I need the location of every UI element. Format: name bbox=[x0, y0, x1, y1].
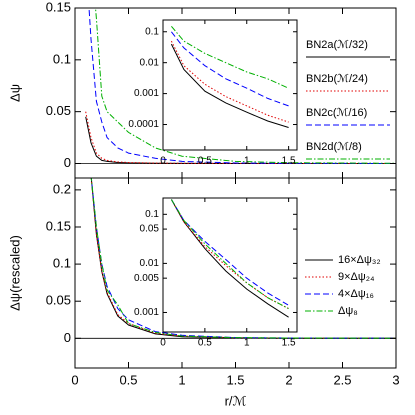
y-tick-label: 0.1 bbox=[145, 26, 159, 37]
series-line bbox=[171, 25, 289, 89]
plot-area bbox=[163, 198, 297, 332]
x-tick-label: 2.5 bbox=[333, 372, 351, 387]
x-tick-label: 1 bbox=[244, 156, 250, 167]
series-group bbox=[170, 199, 289, 318]
frame bbox=[162, 19, 298, 151]
y-axis-label: Δψ bbox=[7, 84, 22, 102]
frame bbox=[162, 197, 298, 333]
y-tick-label: 0.001 bbox=[134, 307, 159, 318]
y-tick-label: 0.001 bbox=[134, 88, 159, 99]
y-tick-label: 0 bbox=[64, 330, 71, 345]
x-tick-label: 1 bbox=[244, 338, 250, 349]
y-tick-label: 0.01 bbox=[140, 258, 160, 269]
series-line bbox=[170, 199, 289, 310]
y-tick-label: 0.2 bbox=[53, 181, 71, 196]
series-group bbox=[85, 8, 396, 164]
x-tick-label: 1.5 bbox=[226, 372, 244, 387]
series-line bbox=[170, 199, 289, 306]
series-line bbox=[88, 8, 396, 164]
y-tick-label: 0.1 bbox=[53, 51, 71, 66]
y-tick-label: 0.1 bbox=[53, 256, 71, 271]
series-group bbox=[170, 25, 289, 128]
x-tick-label: 0 bbox=[160, 156, 166, 167]
legend-label: 16×Δψ₃₂ bbox=[338, 254, 381, 266]
legend-label: BN2a(ℳ/32) bbox=[306, 39, 368, 51]
x-tick-label: 0.5 bbox=[119, 372, 137, 387]
y-tick-label: 0.15 bbox=[46, 218, 71, 233]
x-tick-label: 3 bbox=[392, 372, 399, 387]
y-tick-label: 0.1 bbox=[145, 209, 159, 220]
y-tick-label: 0.005 bbox=[134, 273, 159, 284]
y-tick-label: 0.05 bbox=[46, 293, 71, 308]
series-group bbox=[90, 178, 396, 339]
y-tick-label: 0.15 bbox=[46, 0, 71, 14]
series-line bbox=[170, 199, 289, 310]
series-line bbox=[171, 31, 289, 107]
y-axis-label: Δψ(rescaled) bbox=[7, 235, 22, 311]
legend-label: BN2b(ℳ/24) bbox=[306, 73, 368, 85]
x-tick-label: 0.5 bbox=[198, 156, 212, 167]
x-tick-label: 1.5 bbox=[282, 156, 296, 167]
x-tick-label: 0 bbox=[160, 338, 166, 349]
series-line bbox=[94, 8, 396, 164]
legend-label: BN2d(ℳ/8) bbox=[306, 141, 362, 153]
legend-label: BN2c(ℳ/16) bbox=[306, 107, 367, 119]
y-tick-label: 0.01 bbox=[140, 57, 160, 68]
series-line bbox=[170, 43, 289, 128]
x-tick-label: 0.5 bbox=[198, 338, 212, 349]
legend-label: Δψ₈ bbox=[338, 305, 358, 317]
x-tick-label: 0 bbox=[71, 372, 78, 387]
legend-label: 9×Δψ₂₄ bbox=[338, 271, 375, 283]
x-tick-label: 2 bbox=[285, 372, 292, 387]
plot-area bbox=[163, 20, 297, 150]
y-tick-label: 0 bbox=[64, 155, 71, 170]
x-axis-label: r/ℳ bbox=[225, 393, 247, 408]
series-line bbox=[90, 178, 396, 339]
y-tick-label: 0.05 bbox=[46, 103, 71, 118]
x-tick-label: 1.5 bbox=[282, 338, 296, 349]
y-tick-label: 0.0001 bbox=[128, 119, 159, 130]
x-tick-label: 1 bbox=[178, 372, 185, 387]
legend-label: 4×Δψ₁₆ bbox=[338, 288, 374, 300]
y-tick-label: 0.05 bbox=[140, 224, 160, 235]
